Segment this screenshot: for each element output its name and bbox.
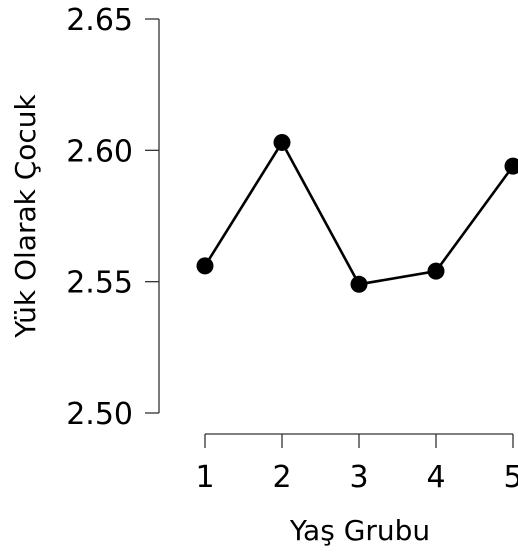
- y-tick-label: 2.60: [66, 134, 133, 169]
- data-series: [196, 133, 518, 293]
- y-axis-title: Yük Olarak Çocuk: [9, 93, 42, 338]
- data-point: [273, 133, 291, 151]
- y-axis: 2.50 2.55 2.60 2.65: [66, 3, 160, 432]
- y-tick-label: 2.55: [66, 266, 133, 301]
- data-point: [427, 262, 445, 280]
- x-tick-label: 1: [195, 460, 214, 495]
- x-tick-label: 5: [503, 460, 518, 495]
- series-line: [203, 139, 515, 286]
- y-tick-label: 2.65: [66, 3, 133, 38]
- y-tick-label: 2.50: [66, 397, 133, 432]
- data-point: [196, 257, 214, 275]
- x-axis-title: Yaş Grubu: [289, 514, 430, 547]
- data-point: [504, 157, 518, 175]
- x-tick-label: 2: [272, 460, 291, 495]
- data-point: [350, 275, 368, 293]
- x-axis: 1 2 3 4 5: [195, 433, 518, 495]
- x-tick-label: 4: [426, 460, 445, 495]
- x-tick-label: 3: [349, 460, 368, 495]
